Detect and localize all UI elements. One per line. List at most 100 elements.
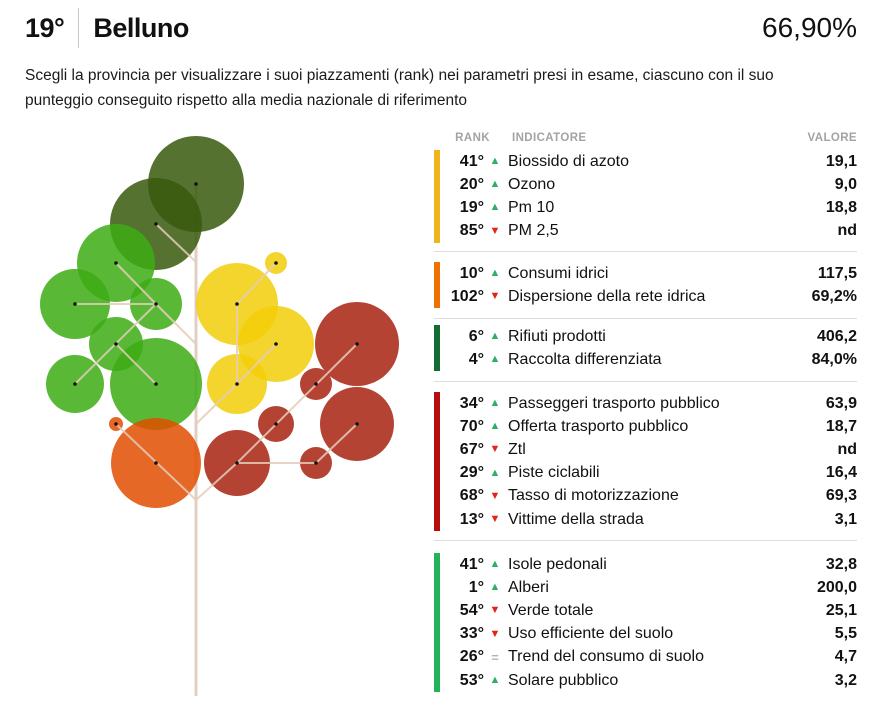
- branch-line: [236, 343, 358, 464]
- trend-up-icon: ▲: [489, 558, 501, 571]
- indicator-name: PM 2,5: [508, 222, 559, 240]
- bubble-center-dot: [274, 261, 278, 265]
- branch-line: [236, 262, 277, 305]
- bubble-center-dot: [274, 342, 278, 346]
- indicator-rank: 34°: [459, 394, 484, 412]
- indicator-name: Raccolta differenziata: [508, 350, 662, 368]
- branch-line: [195, 383, 238, 425]
- province-name: Belluno: [93, 12, 189, 43]
- indicator-row: 34° ▲ Passeggeri trasporto pubblico 63,9: [440, 392, 857, 415]
- bubble-center-dot: [194, 182, 198, 186]
- trend-down-icon: ▼: [489, 224, 501, 237]
- indicator-rank: 26°: [459, 648, 484, 666]
- branch-line: [115, 262, 157, 305]
- tree-bubble-chart-svg[interactable]: [0, 120, 430, 707]
- indicator-rank: 54°: [459, 601, 484, 619]
- bubble-center-dot: [235, 302, 239, 306]
- tree-bubble-chart[interactable]: [0, 120, 430, 707]
- indicator-row: 41° ▲ Biossido di azoto 19,1: [440, 150, 857, 173]
- indicator-row: 19° ▲ Pm 10 18,8: [440, 196, 857, 219]
- indicator-row: 4° ▲ Raccolta differenziata 84,0%: [440, 348, 857, 371]
- indicator-name: Offerta trasporto pubblico: [508, 417, 689, 435]
- trend-up-icon: ▲: [489, 397, 501, 410]
- trend-down-icon: ▼: [489, 443, 501, 456]
- indicator-name: Consumi idrici: [508, 264, 609, 282]
- trend-up-icon: ▲: [489, 674, 501, 687]
- indicator-name: Biossido di azoto: [508, 152, 629, 170]
- group-divider: [434, 381, 857, 382]
- bubble-center-dot: [355, 422, 359, 426]
- trend-up-icon: ▲: [489, 581, 501, 594]
- group-mobilita: 34° ▲ Passeggeri trasporto pubblico 63,9…: [434, 392, 857, 532]
- indicator-rank: 102°: [450, 287, 484, 305]
- bubble-center-dot: [154, 461, 158, 465]
- indicator-value: 69,3: [825, 487, 857, 505]
- trend-up-icon: ▲: [489, 267, 501, 280]
- indicator-row: 68° ▼ Tasso di motorizzazione 69,3: [440, 485, 857, 508]
- indicator-row: 41° ▲ Isole pedonali 32,8: [440, 553, 857, 576]
- indicator-row: 6° ▲ Rifiuti prodotti 406,2: [440, 325, 857, 348]
- group-ambiente: 41° ▲ Isole pedonali 32,8 1° ▲ Alberi 20…: [434, 553, 857, 693]
- indicator-rank: 85°: [459, 222, 484, 240]
- indicator-rank: 4°: [468, 350, 484, 368]
- column-indicator: INDICATORE: [512, 132, 587, 144]
- page-subtitle: Scegli la provincia per visualizzare i s…: [25, 67, 774, 109]
- indicator-row: 53° ▲ Solare pubblico 3,2: [440, 669, 857, 692]
- indicator-name: Trend del consumo di suolo: [508, 648, 704, 666]
- group-divider: [434, 540, 857, 541]
- bubble-center-dot: [235, 382, 239, 386]
- indicators-table: RANK INDICATORE VALORE 41° ▲ Biossido di…: [434, 130, 857, 707]
- trend-equal-icon: =: [491, 649, 499, 665]
- bubble-center-dot: [114, 261, 118, 265]
- trend-up-icon: ▲: [489, 420, 501, 433]
- trend-down-icon: ▼: [489, 627, 501, 640]
- group-rifiuti: 6° ▲ Rifiuti prodotti 406,2 4° ▲ Raccolt…: [434, 325, 857, 372]
- indicator-row: 70° ▲ Offerta trasporto pubblico 18,7: [440, 415, 857, 438]
- indicator-row: 20° ▲ Ozono 9,0: [440, 173, 857, 196]
- bubble-center-dot: [314, 461, 318, 465]
- branch-line: [155, 223, 197, 263]
- indicator-name: Tasso di motorizzazione: [508, 487, 679, 505]
- branch-line: [236, 343, 277, 385]
- indicator-value: 5,5: [834, 625, 857, 643]
- branch-line: [155, 303, 197, 345]
- indicator-name: Dispersione della rete idrica: [508, 287, 706, 305]
- bubble-center-dot: [114, 342, 118, 346]
- indicator-value: 18,8: [825, 198, 857, 216]
- indicator-value: 18,7: [825, 417, 857, 435]
- indicator-row: 26° = Trend del consumo di suolo 4,7: [440, 646, 857, 669]
- indicator-value: 117,5: [817, 264, 857, 282]
- bubble-center-dot: [355, 342, 359, 346]
- trend-down-icon: ▼: [489, 604, 501, 617]
- indicator-value: 69,2%: [811, 287, 857, 305]
- indicator-rank: 10°: [459, 264, 484, 282]
- indicator-name: Passeggeri trasporto pubblico: [508, 394, 720, 412]
- group-acqua: 10° ▲ Consumi idrici 117,5 102° ▼ Disper…: [434, 262, 857, 309]
- indicator-value: 4,7: [834, 648, 857, 666]
- indicator-rank: 19°: [459, 198, 484, 216]
- indicator-value: nd: [837, 440, 857, 458]
- group-divider: [434, 318, 857, 319]
- indicator-name: Isole pedonali: [508, 555, 607, 573]
- indicator-name: Alberi: [508, 578, 549, 596]
- indicator-row: 54° ▼ Verde totale 25,1: [440, 599, 857, 622]
- trend-up-icon: ▲: [489, 201, 501, 214]
- trend-up-icon: ▲: [489, 353, 501, 366]
- indicator-rank: 29°: [459, 464, 484, 482]
- header: 19° Belluno 66,90%: [25, 8, 857, 48]
- indicator-row: 10° ▲ Consumi idrici 117,5: [440, 262, 857, 285]
- group-aria: 41° ▲ Biossido di azoto 19,1 20° ▲ Ozono…: [434, 150, 857, 243]
- indicator-row: 13° ▼ Vittime della strada 3,1: [440, 508, 857, 531]
- table-header: RANK INDICATORE VALORE: [440, 132, 857, 144]
- group-divider: [434, 251, 857, 252]
- indicator-rank: 41°: [459, 152, 484, 170]
- indicator-value: 32,8: [825, 555, 857, 573]
- indicator-rank: 70°: [459, 417, 484, 435]
- trend-down-icon: ▼: [489, 290, 501, 303]
- trend-up-icon: ▲: [489, 155, 501, 168]
- indicator-name: Verde totale: [508, 601, 594, 619]
- column-rank: RANK: [455, 132, 490, 144]
- indicator-value: 84,0%: [811, 350, 857, 368]
- indicator-rank: 41°: [459, 555, 484, 573]
